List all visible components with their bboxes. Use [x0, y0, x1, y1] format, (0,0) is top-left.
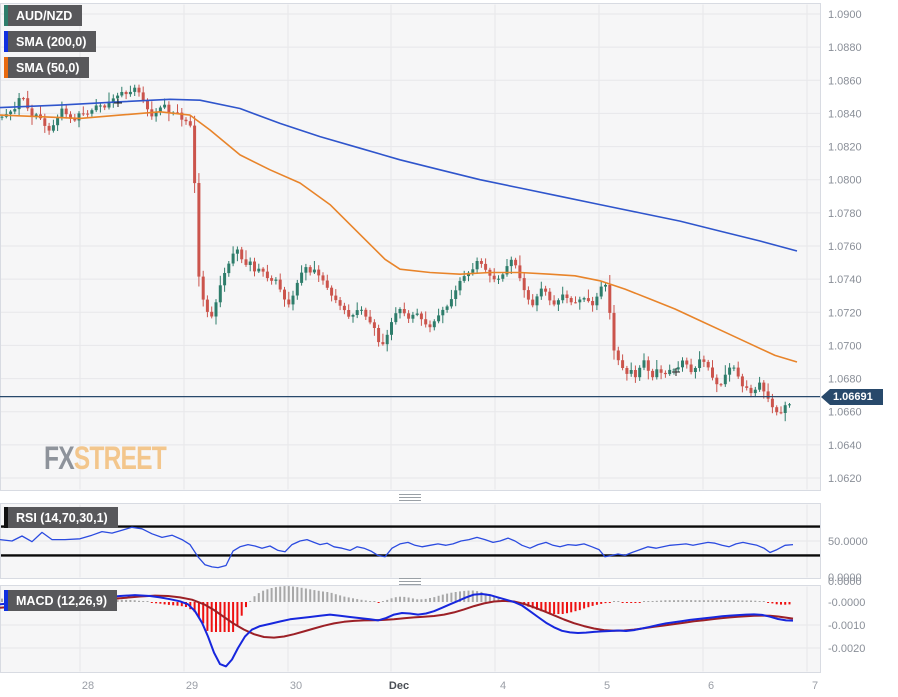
sma200-line — [0, 98, 798, 252]
price-tick-label: 1.0840 — [828, 108, 862, 120]
fxstreet-watermark: FXSTREET — [44, 441, 167, 478]
price-tick-label: 1.0660 — [828, 407, 862, 419]
price-tick-label: 1.0680 — [828, 374, 862, 386]
sma200-color-swatch — [4, 31, 8, 52]
sma50-color-swatch — [4, 57, 8, 78]
price-gridlines — [1, 13, 820, 479]
price-tick-labels: 1.0900 1.0880 1.0860 1.0840 1.0820 1.0800 1.07… — [828, 9, 862, 485]
macd-signal-line — [0, 594, 794, 639]
price-tick-label: 1.0780 — [828, 208, 862, 220]
macd-panel — [0, 585, 821, 673]
macd-tick-label: 0.0000 — [828, 576, 862, 588]
sma50-line — [0, 111, 798, 363]
price-tick-label: 1.0880 — [828, 42, 862, 54]
x-axis-label: 30 — [290, 680, 302, 692]
legend-sma200-badge[interactable]: SMA (200,0) — [4, 31, 97, 52]
x-axis-label: 28 — [82, 680, 94, 692]
rsi-tick-labels: 50.0000 0.0000 — [828, 536, 868, 584]
main-panel — [0, 3, 821, 491]
panel-resize-handle-rsi[interactable] — [399, 494, 421, 501]
sma50-label: SMA (50,0) — [8, 57, 90, 78]
rsi-tick-label: 0.0000 — [828, 572, 862, 584]
price-tick-label: 1.0860 — [828, 75, 862, 87]
macd-line — [0, 593, 794, 668]
watermark-street: STREET — [73, 441, 167, 477]
price-tick-label: 1.0720 — [828, 307, 862, 319]
price-tick-label: 1.0640 — [828, 440, 862, 452]
legend-instrument-badge[interactable]: AUD/NZD — [4, 5, 83, 26]
x-axis-label: 7 — [812, 680, 818, 692]
x-axis-label: 5 — [604, 680, 610, 692]
instrument-color-swatch — [4, 5, 8, 26]
price-tick-label: 1.0820 — [828, 142, 862, 154]
macd-tick-label: -0.0010 — [828, 620, 865, 632]
current-price-badge: 1.06691 — [821, 389, 883, 405]
x-axis-label: 6 — [708, 680, 714, 692]
macd-histogram — [1, 586, 791, 632]
candle-bodies — [0, 87, 791, 414]
price-tick-label: 1.0800 — [828, 175, 862, 187]
macd-tick-label: -0.0020 — [828, 643, 865, 655]
macd-color-swatch — [4, 590, 8, 611]
x-axis-label: 4 — [500, 680, 506, 692]
macd-badge[interactable]: MACD (12,26,9) — [4, 590, 117, 611]
rsi-badge[interactable]: RSI (14,70,30,1) — [4, 507, 118, 528]
rsi-tick-label: 50.0000 — [828, 536, 868, 548]
price-tick-label: 1.0700 — [828, 340, 862, 352]
macd-label: MACD (12,26,9) — [8, 590, 117, 611]
price-tick-label: 1.0760 — [828, 241, 862, 253]
sma200-label: SMA (200,0) — [8, 31, 97, 52]
panel-resize-handle-macd[interactable] — [399, 578, 421, 585]
x-axis-label: 29 — [186, 680, 198, 692]
legend-sma50-badge[interactable]: SMA (50,0) — [4, 57, 90, 78]
price-tick-label: 1.0900 — [828, 9, 862, 21]
macd-tick-labels: 0.0000 -0.0000 -0.0010 -0.0020 — [828, 576, 865, 655]
price-tick-label: 1.0620 — [828, 473, 862, 485]
x-axis-label: Dec — [389, 680, 409, 692]
instrument-label: AUD/NZD — [8, 5, 83, 26]
macd-tick-label: -0.0000 — [828, 597, 865, 609]
rsi-line — [0, 526, 794, 569]
watermark-fx: FX — [44, 441, 75, 477]
rsi-color-swatch — [4, 507, 8, 528]
rsi-label: RSI (14,70,30,1) — [8, 507, 118, 528]
crosshair-marks — [114, 99, 680, 376]
x-axis-labels: 28 29 30 Dec 4 5 6 7 — [82, 680, 818, 692]
price-tick-label: 1.0740 — [828, 274, 862, 286]
